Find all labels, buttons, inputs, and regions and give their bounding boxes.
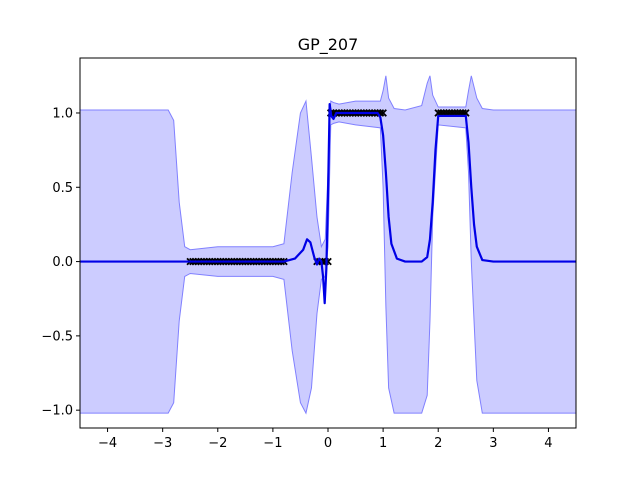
x-tick-label: 2 bbox=[434, 436, 442, 451]
x-tick-label: −3 bbox=[153, 436, 172, 451]
chart-title: GP_207 bbox=[298, 35, 359, 55]
x-tick-label: −2 bbox=[208, 436, 227, 451]
observation-marker bbox=[379, 109, 387, 117]
x-tick-label: 0 bbox=[324, 436, 332, 451]
confidence-band bbox=[80, 75, 576, 415]
y-tick-label: −0.5 bbox=[41, 329, 73, 344]
plot-area bbox=[80, 75, 576, 415]
x-tick-label: 3 bbox=[489, 436, 497, 451]
y-tick-label: −1.0 bbox=[41, 404, 73, 419]
y-tick-label: 0.0 bbox=[52, 255, 73, 270]
mean-line bbox=[80, 102, 576, 305]
x-tick-label: −1 bbox=[263, 436, 282, 451]
y-tick-label: 1.0 bbox=[52, 106, 73, 121]
x-axis: −4 −3 −2 −1 0 1 2 3 4 bbox=[98, 428, 553, 451]
y-axis: −1.0 −0.5 0.0 0.5 1.0 bbox=[41, 106, 80, 419]
x-tick-label: −4 bbox=[98, 436, 117, 451]
x-tick-label: 1 bbox=[379, 436, 387, 451]
x-tick-label: 4 bbox=[544, 436, 552, 451]
y-tick-label: 0.5 bbox=[52, 181, 73, 196]
